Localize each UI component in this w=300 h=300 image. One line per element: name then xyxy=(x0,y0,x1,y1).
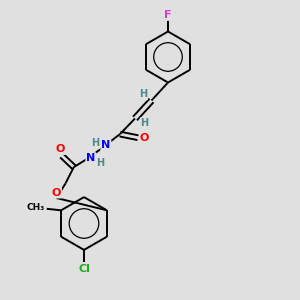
Text: Cl: Cl xyxy=(78,263,90,274)
Text: O: O xyxy=(56,144,65,154)
Text: H: H xyxy=(140,118,149,128)
Text: F: F xyxy=(164,10,172,20)
Text: N: N xyxy=(101,140,110,151)
Text: N: N xyxy=(86,153,95,163)
Text: H: H xyxy=(91,138,100,148)
Text: O: O xyxy=(52,188,61,198)
Text: H: H xyxy=(139,89,147,100)
Text: H: H xyxy=(96,158,104,169)
Text: CH₃: CH₃ xyxy=(26,203,44,212)
Text: O: O xyxy=(140,133,149,143)
